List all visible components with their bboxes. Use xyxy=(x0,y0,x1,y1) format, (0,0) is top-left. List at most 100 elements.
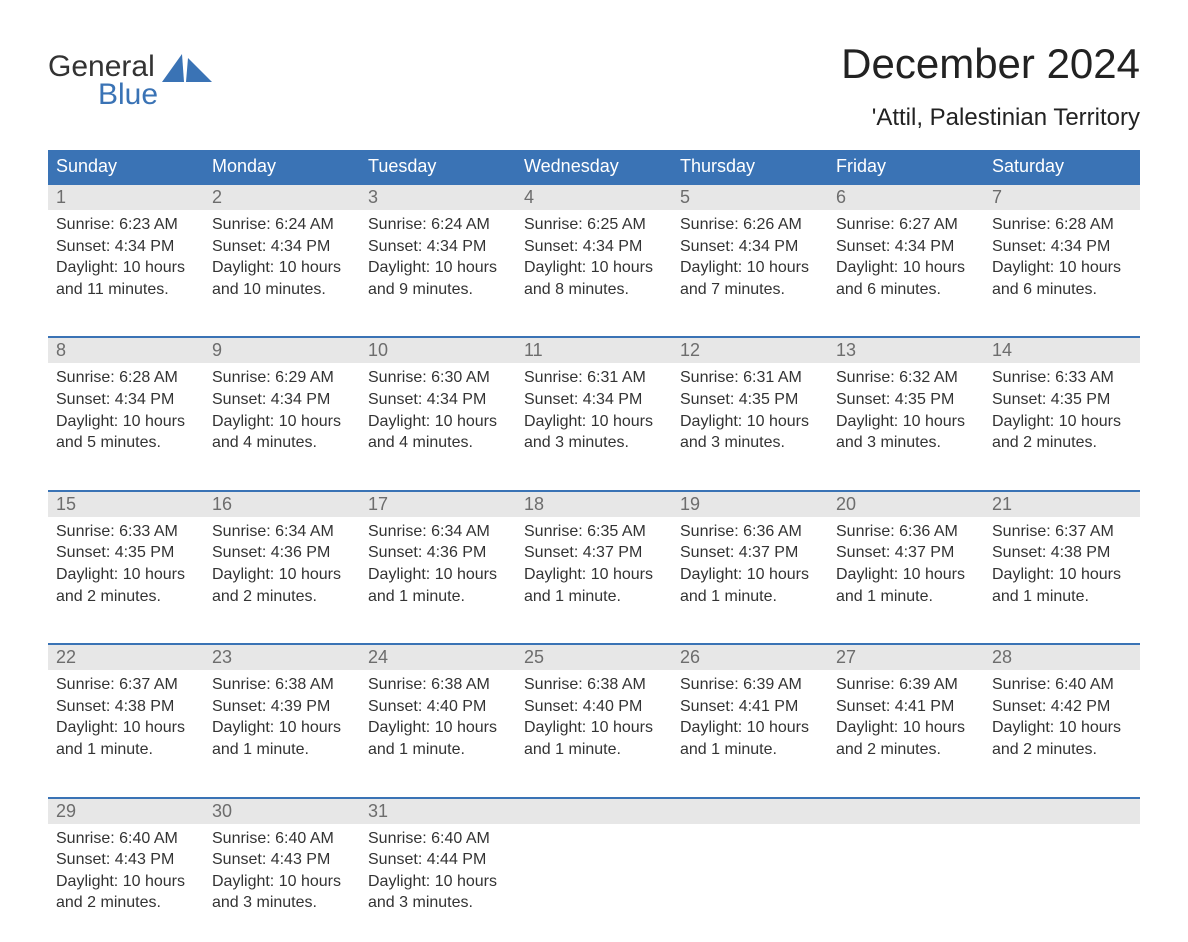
day-detail xyxy=(984,824,1140,922)
title-block: December 2024 'Attil, Palestinian Territ… xyxy=(841,40,1140,132)
sunset-line: Sunset: 4:43 PM xyxy=(212,849,352,871)
day-detail: Sunrise: 6:27 AMSunset: 4:34 PMDaylight:… xyxy=(828,210,984,308)
sunrise-line: Sunrise: 6:40 AM xyxy=(368,828,508,850)
daylight-line-1: Daylight: 10 hours xyxy=(680,411,820,433)
sunrise-line: Sunrise: 6:40 AM xyxy=(992,674,1132,696)
sunrise-line: Sunrise: 6:39 AM xyxy=(836,674,976,696)
sunset-line: Sunset: 4:38 PM xyxy=(992,542,1132,564)
week-row: 15161718192021Sunrise: 6:33 AMSunset: 4:… xyxy=(48,490,1140,615)
sunrise-line: Sunrise: 6:27 AM xyxy=(836,214,976,236)
daylight-line-2: and 2 minutes. xyxy=(992,739,1132,761)
calendar: SundayMondayTuesdayWednesdayThursdayFrid… xyxy=(48,150,1140,922)
daylight-line-2: and 6 minutes. xyxy=(992,279,1132,301)
daylight-line-1: Daylight: 10 hours xyxy=(992,717,1132,739)
daynum-row: 293031 xyxy=(48,799,1140,824)
daylight-line-1: Daylight: 10 hours xyxy=(524,257,664,279)
daylight-line-2: and 1 minute. xyxy=(212,739,352,761)
detail-row: Sunrise: 6:40 AMSunset: 4:43 PMDaylight:… xyxy=(48,824,1140,922)
sunset-line: Sunset: 4:34 PM xyxy=(212,389,352,411)
day-number: 8 xyxy=(48,338,204,363)
sunset-line: Sunset: 4:37 PM xyxy=(524,542,664,564)
day-number xyxy=(984,799,1140,824)
sunset-line: Sunset: 4:35 PM xyxy=(680,389,820,411)
day-number: 19 xyxy=(672,492,828,517)
day-detail: Sunrise: 6:37 AMSunset: 4:38 PMDaylight:… xyxy=(48,670,204,768)
daylight-line-2: and 3 minutes. xyxy=(680,432,820,454)
daylight-line-2: and 4 minutes. xyxy=(212,432,352,454)
day-number: 31 xyxy=(360,799,516,824)
day-detail: Sunrise: 6:39 AMSunset: 4:41 PMDaylight:… xyxy=(828,670,984,768)
daylight-line-2: and 1 minute. xyxy=(836,586,976,608)
sunset-line: Sunset: 4:42 PM xyxy=(992,696,1132,718)
day-detail: Sunrise: 6:35 AMSunset: 4:37 PMDaylight:… xyxy=(516,517,672,615)
day-detail: Sunrise: 6:33 AMSunset: 4:35 PMDaylight:… xyxy=(48,517,204,615)
day-detail: Sunrise: 6:29 AMSunset: 4:34 PMDaylight:… xyxy=(204,363,360,461)
daylight-line-1: Daylight: 10 hours xyxy=(368,564,508,586)
daylight-line-1: Daylight: 10 hours xyxy=(836,411,976,433)
sunset-line: Sunset: 4:44 PM xyxy=(368,849,508,871)
day-detail: Sunrise: 6:36 AMSunset: 4:37 PMDaylight:… xyxy=(672,517,828,615)
sunset-line: Sunset: 4:34 PM xyxy=(368,389,508,411)
day-number: 9 xyxy=(204,338,360,363)
day-detail: Sunrise: 6:38 AMSunset: 4:40 PMDaylight:… xyxy=(360,670,516,768)
day-detail xyxy=(516,824,672,922)
day-detail: Sunrise: 6:34 AMSunset: 4:36 PMDaylight:… xyxy=(360,517,516,615)
day-number: 21 xyxy=(984,492,1140,517)
weekday-wednesday: Wednesday xyxy=(516,150,672,185)
day-detail: Sunrise: 6:40 AMSunset: 4:43 PMDaylight:… xyxy=(204,824,360,922)
day-detail: Sunrise: 6:40 AMSunset: 4:43 PMDaylight:… xyxy=(48,824,204,922)
daylight-line-1: Daylight: 10 hours xyxy=(680,564,820,586)
day-detail: Sunrise: 6:24 AMSunset: 4:34 PMDaylight:… xyxy=(204,210,360,308)
day-number: 25 xyxy=(516,645,672,670)
sunset-line: Sunset: 4:35 PM xyxy=(56,542,196,564)
daylight-line-2: and 1 minute. xyxy=(368,739,508,761)
sunset-line: Sunset: 4:34 PM xyxy=(992,236,1132,258)
day-detail: Sunrise: 6:34 AMSunset: 4:36 PMDaylight:… xyxy=(204,517,360,615)
day-detail: Sunrise: 6:28 AMSunset: 4:34 PMDaylight:… xyxy=(48,363,204,461)
day-detail: Sunrise: 6:24 AMSunset: 4:34 PMDaylight:… xyxy=(360,210,516,308)
daylight-line-1: Daylight: 10 hours xyxy=(212,257,352,279)
weeks-container: 1234567Sunrise: 6:23 AMSunset: 4:34 PMDa… xyxy=(48,185,1140,922)
week-row: 22232425262728Sunrise: 6:37 AMSunset: 4:… xyxy=(48,643,1140,768)
sunrise-line: Sunrise: 6:34 AM xyxy=(368,521,508,543)
daylight-line-1: Daylight: 10 hours xyxy=(56,717,196,739)
day-number: 22 xyxy=(48,645,204,670)
daylight-line-2: and 2 minutes. xyxy=(212,586,352,608)
sunrise-line: Sunrise: 6:36 AM xyxy=(836,521,976,543)
sunrise-line: Sunrise: 6:40 AM xyxy=(212,828,352,850)
detail-row: Sunrise: 6:37 AMSunset: 4:38 PMDaylight:… xyxy=(48,670,1140,768)
detail-row: Sunrise: 6:28 AMSunset: 4:34 PMDaylight:… xyxy=(48,363,1140,461)
daylight-line-1: Daylight: 10 hours xyxy=(836,564,976,586)
sunset-line: Sunset: 4:40 PM xyxy=(524,696,664,718)
day-detail: Sunrise: 6:38 AMSunset: 4:40 PMDaylight:… xyxy=(516,670,672,768)
day-number: 16 xyxy=(204,492,360,517)
sunrise-line: Sunrise: 6:36 AM xyxy=(680,521,820,543)
day-detail: Sunrise: 6:36 AMSunset: 4:37 PMDaylight:… xyxy=(828,517,984,615)
daylight-line-2: and 9 minutes. xyxy=(368,279,508,301)
day-detail: Sunrise: 6:28 AMSunset: 4:34 PMDaylight:… xyxy=(984,210,1140,308)
sunrise-line: Sunrise: 6:24 AM xyxy=(368,214,508,236)
day-number: 23 xyxy=(204,645,360,670)
day-detail: Sunrise: 6:25 AMSunset: 4:34 PMDaylight:… xyxy=(516,210,672,308)
daynum-row: 15161718192021 xyxy=(48,492,1140,517)
sunrise-line: Sunrise: 6:33 AM xyxy=(992,367,1132,389)
sunrise-line: Sunrise: 6:28 AM xyxy=(992,214,1132,236)
sunset-line: Sunset: 4:36 PM xyxy=(368,542,508,564)
day-number: 20 xyxy=(828,492,984,517)
day-detail: Sunrise: 6:38 AMSunset: 4:39 PMDaylight:… xyxy=(204,670,360,768)
daylight-line-1: Daylight: 10 hours xyxy=(212,717,352,739)
daylight-line-2: and 2 minutes. xyxy=(992,432,1132,454)
daylight-line-2: and 7 minutes. xyxy=(680,279,820,301)
sunrise-line: Sunrise: 6:24 AM xyxy=(212,214,352,236)
day-number: 7 xyxy=(984,185,1140,210)
brand-logo: General Blue xyxy=(48,52,216,110)
daylight-line-1: Daylight: 10 hours xyxy=(524,411,664,433)
brand-bottom: Blue xyxy=(98,80,158,110)
daylight-line-2: and 10 minutes. xyxy=(212,279,352,301)
day-number: 24 xyxy=(360,645,516,670)
day-number: 14 xyxy=(984,338,1140,363)
daylight-line-2: and 3 minutes. xyxy=(368,892,508,914)
day-detail: Sunrise: 6:26 AMSunset: 4:34 PMDaylight:… xyxy=(672,210,828,308)
week-row: 293031Sunrise: 6:40 AMSunset: 4:43 PMDay… xyxy=(48,797,1140,922)
day-number xyxy=(828,799,984,824)
